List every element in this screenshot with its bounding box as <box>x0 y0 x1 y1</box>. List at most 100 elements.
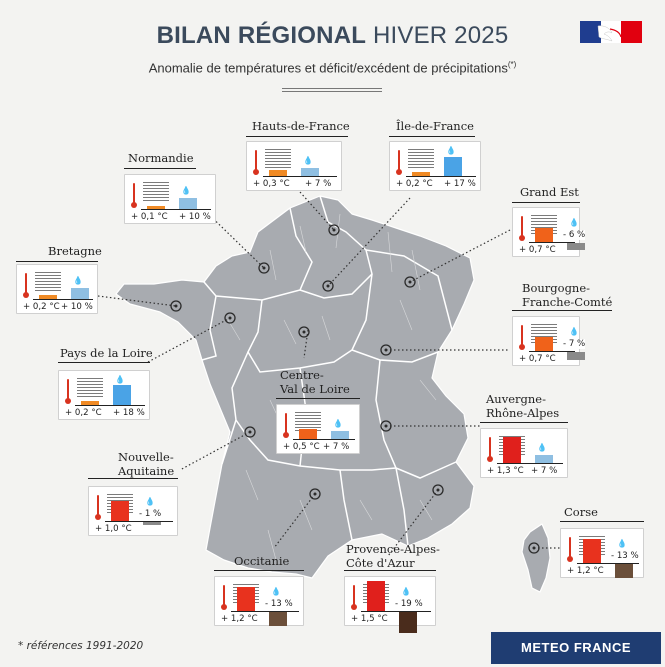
raindrop-icon: 💧 <box>446 146 456 155</box>
precipitation-value: - 1 % <box>139 509 162 519</box>
region-title-centre-val-de-loire: Centre- Val de Loire <box>280 368 350 396</box>
thermometer-icon <box>519 325 525 350</box>
precipitation-value: + 18 % <box>113 408 145 418</box>
raindrop-icon: 💧 <box>271 587 281 596</box>
region-title-normandie: Normandie <box>128 151 194 165</box>
region-title-nouvelle-aquitaine: Nouvelle- Aquitaine <box>118 450 175 478</box>
precipitation-value: + 10 % <box>61 302 93 312</box>
precipitation-value: + 7 % <box>531 466 558 476</box>
precipitation-value: - 19 % <box>395 599 423 609</box>
region-title-ile-de-france: Île-de-France <box>396 119 474 133</box>
temperature-anomaly-bar <box>111 501 129 521</box>
region-title-occitanie: Occitanie <box>234 554 290 568</box>
corsica-shape <box>521 523 551 593</box>
region-title-grand-est: Grand Est <box>520 185 579 199</box>
temperature-anomaly-bar <box>412 172 430 176</box>
region-title-underline <box>389 136 475 137</box>
precipitation-bar <box>444 157 462 176</box>
temperature-anomaly-bar <box>269 170 287 176</box>
region-title-underline <box>512 202 580 203</box>
baseline <box>577 563 639 564</box>
precipitation-value: - 6 % <box>563 230 586 240</box>
thermometer-icon <box>95 495 101 520</box>
temperature-anomaly-bar <box>81 401 99 405</box>
region-title-underline <box>16 261 98 262</box>
region-title-underline <box>124 168 196 169</box>
precipitation-bar <box>331 431 349 439</box>
temperature-anomaly-value: + 1,2 °C <box>567 566 604 576</box>
region-card-provence-alpes-cote-d-azur: 💧 + 1,5 °C - 19 % <box>344 576 436 633</box>
marker-ile-de-france <box>322 280 334 292</box>
region-title-underline <box>214 570 304 571</box>
thermometer-icon <box>283 413 289 438</box>
temperature-anomaly-bar <box>39 295 57 299</box>
marker-normandie <box>258 262 270 274</box>
region-title-bretagne: Bretagne <box>48 244 102 258</box>
marker-auvergne-rhone-alpes <box>380 420 392 432</box>
precipitation-bar <box>143 522 161 525</box>
thermometer-icon <box>396 150 402 175</box>
baseline <box>497 463 563 464</box>
precipitation-bar <box>179 198 197 209</box>
raindrop-icon: 💧 <box>333 419 343 429</box>
temperature-anomaly-value: + 1,3 °C <box>487 466 524 476</box>
temperature-reference-stripes <box>143 180 169 202</box>
raindrop-icon: 💧 <box>537 443 547 453</box>
region-title-underline <box>58 362 150 363</box>
precipitation-value: + 17 % <box>444 179 476 189</box>
temperature-anomaly-value: + 0,2 °C <box>65 408 102 418</box>
region-card-normandie: 💧 + 0,1 °C + 10 % <box>124 174 216 224</box>
temperature-anomaly-bar <box>583 539 601 563</box>
region-card-ile-de-france: 💧 + 0,2 °C + 17 % <box>389 141 481 191</box>
temperature-anomaly-bar <box>147 206 165 209</box>
precipitation-bar <box>301 168 319 176</box>
region-title-hauts-de-france: Hauts-de-France <box>252 119 350 133</box>
region-card-occitanie: 💧 + 1,2 °C - 13 % <box>214 576 304 627</box>
precipitation-value: - 7 % <box>563 339 586 349</box>
precipitation-value: + 7 % <box>323 442 350 452</box>
baseline <box>231 611 299 612</box>
thermometer-icon <box>221 585 227 610</box>
baseline <box>75 405 145 406</box>
marker-paca <box>432 484 444 496</box>
precipitation-value: - 13 % <box>611 551 639 561</box>
raindrop-icon: 💧 <box>181 186 191 195</box>
precipitation-bar <box>567 243 585 250</box>
region-title-underline <box>480 422 568 423</box>
precipitation-value: - 13 % <box>265 599 293 609</box>
baseline <box>293 439 355 440</box>
baseline <box>141 209 211 210</box>
region-title-underline <box>560 521 644 522</box>
region-title-provence-alpes-cote-d-azur: Provence-Alpes- Côte d'Azur <box>346 542 440 570</box>
precipitation-bar <box>113 385 131 405</box>
thermometer-icon <box>23 273 29 298</box>
raindrop-icon: 💧 <box>617 539 627 548</box>
region-title-corse: Corse <box>564 505 598 519</box>
temperature-anomaly-value: + 0,5 °C <box>283 442 320 452</box>
footnote-references: * références 1991-2020 <box>18 640 144 652</box>
marker-occitanie <box>309 488 321 500</box>
temperature-reference-stripes <box>35 270 61 292</box>
temperature-anomaly-bar <box>299 429 317 439</box>
region-card-auvergne-rhone-alpes: 💧 + 1,3 °C + 7 % <box>480 428 568 478</box>
precipitation-bar <box>399 612 417 633</box>
baseline <box>105 521 173 522</box>
thermometer-icon <box>351 585 357 610</box>
raindrop-icon: 💧 <box>569 218 579 227</box>
precipitation-value: + 10 % <box>179 212 211 222</box>
marker-bretagne <box>170 300 182 312</box>
temperature-anomaly-value: + 0,2 °C <box>23 302 60 312</box>
baseline <box>263 176 337 177</box>
temperature-anomaly-bar <box>503 437 521 463</box>
temperature-anomaly-value: + 0,7 °C <box>519 354 556 364</box>
temperature-anomaly-value: + 1,2 °C <box>221 614 258 624</box>
region-card-nouvelle-aquitaine: 💧 + 1,0 °C - 1 % <box>88 486 178 536</box>
baseline <box>529 351 575 352</box>
temperature-anomaly-value: + 0,1 °C <box>131 212 168 222</box>
temperature-anomaly-value: + 1,0 °C <box>95 524 132 534</box>
mainland-france-shape <box>115 195 475 579</box>
precipitation-bar <box>269 612 287 627</box>
temperature-anomaly-bar <box>237 587 255 611</box>
region-card-corse: 💧 + 1,2 °C - 13 % <box>560 528 644 579</box>
